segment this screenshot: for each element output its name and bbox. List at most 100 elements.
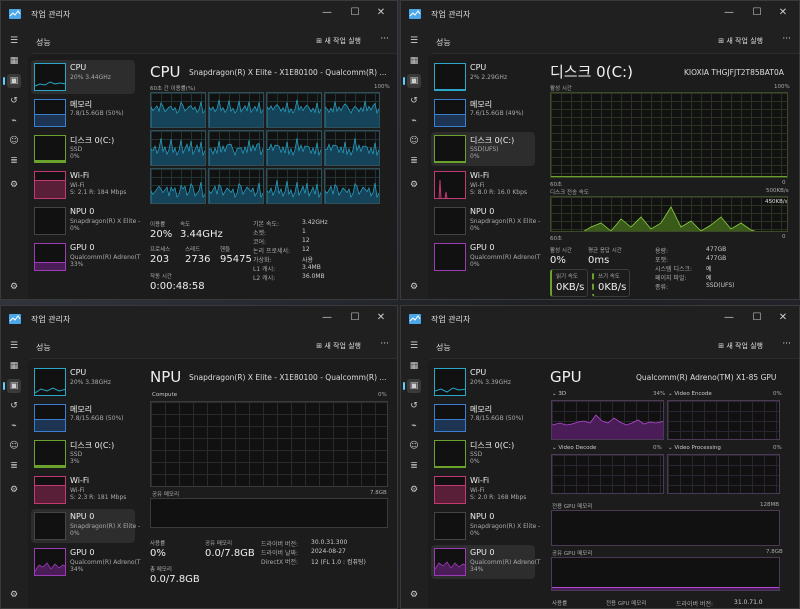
- minimize-button[interactable]: —: [724, 7, 734, 18]
- run-new-task-button[interactable]: ⊞ 새 작업 실행: [316, 342, 361, 350]
- maximize-button[interactable]: ☐: [350, 7, 360, 18]
- processes-icon[interactable]: ▦: [409, 56, 419, 66]
- startup-apps-icon[interactable]: ⌁: [11, 116, 17, 126]
- performance-icon[interactable]: ▣: [403, 74, 421, 88]
- wifi-thumbnail-graph: [34, 171, 66, 199]
- services-icon[interactable]: ⚙: [9, 180, 19, 190]
- hamburger-menu-icon[interactable]: ☰: [9, 341, 19, 351]
- maximize-button[interactable]: ☐: [752, 312, 762, 323]
- performance-icon[interactable]: ▣: [3, 379, 21, 393]
- services-icon[interactable]: ⚙: [409, 485, 419, 495]
- sidebar-item-gpu[interactable]: GPU 0 Qualcomm(R) Adreno(T 34%: [431, 545, 541, 579]
- performance-icon[interactable]: ▣: [3, 74, 21, 88]
- processes-icon[interactable]: ▦: [9, 361, 19, 371]
- sidebar-item-sub: Qualcomm(R) Adreno(T: [70, 559, 141, 566]
- processes-value: 203: [150, 254, 170, 265]
- sidebar-item-gpu[interactable]: GPU 0 Qualcomm(R) Adreno(T 34%: [31, 545, 141, 579]
- title-bar[interactable]: 작업 관리자 — ☐ ✕: [1, 1, 397, 28]
- users-icon[interactable]: ☺: [9, 441, 19, 451]
- processes-icon[interactable]: ▦: [409, 361, 419, 371]
- sidebar-item-sub: Qualcomm(R) Adreno(T: [70, 254, 141, 261]
- performance-icon[interactable]: ▣: [403, 379, 421, 393]
- sidebar-item-npu[interactable]: NPU 0 Snapdragon(R) X Elite - 0%: [431, 204, 540, 238]
- details-icon[interactable]: ≣: [10, 461, 18, 471]
- sidebar-item-disk[interactable]: 디스크 0(C:) SSD(UFS) 0%: [431, 132, 535, 166]
- sidebar-item-wifi[interactable]: Wi-Fi Wi-Fi S: 8.0 R: 16.0 Kbps: [431, 168, 535, 202]
- maximize-button[interactable]: ☐: [350, 312, 360, 323]
- hamburger-menu-icon[interactable]: ☰: [409, 341, 419, 351]
- hamburger-menu-icon[interactable]: ☰: [9, 36, 19, 46]
- sidebar-item-wifi[interactable]: Wi-Fi Wi-Fi S: 2.1 R: 184 Mbps: [31, 168, 135, 202]
- app-history-icon[interactable]: ↺: [410, 401, 418, 411]
- settings-icon[interactable]: ⚙: [409, 590, 419, 600]
- sidebar-item-npu[interactable]: NPU 0 Snapdragon(R) X Elite - 0%: [31, 204, 140, 238]
- gpu-model: Qualcomm(R) Adreno(TM) X1-85 GPU: [636, 373, 777, 382]
- sidebar-item-cpu[interactable]: CPU 2% 2.29GHz: [431, 60, 535, 94]
- settings-icon[interactable]: ⚙: [9, 590, 19, 600]
- sidebar-item-wifi[interactable]: Wi-Fi Wi-Fi S: 2.3 R: 181 Mbps: [31, 473, 135, 507]
- sidebar-item-value: 7.8/15.6GB (50%): [470, 415, 524, 422]
- sidebar-item-memory[interactable]: 메모리 7.8/15.6GB (50%): [31, 401, 135, 435]
- sidebar-item-value: 7.8/15.6GB (50%): [70, 415, 124, 422]
- sidebar-item-npu[interactable]: NPU 0 Snapdragon(R) X Elite - 0%: [31, 509, 140, 543]
- minimize-button[interactable]: —: [322, 312, 332, 323]
- app-history-icon[interactable]: ↺: [410, 96, 418, 106]
- sidebar-item-disk[interactable]: 디스크 0(C:) SSD 3%: [31, 437, 135, 471]
- users-icon[interactable]: ☺: [409, 441, 419, 451]
- sidebar-item-memory[interactable]: 메모리 7.8/15.6GB (50%): [431, 401, 535, 435]
- sidebar-item-sub: Snapdragon(R) X Elite -: [70, 523, 141, 530]
- details-icon[interactable]: ≣: [410, 461, 418, 471]
- startup-apps-icon[interactable]: ⌁: [411, 116, 417, 126]
- title-bar[interactable]: 작업 관리자 — ☐ ✕: [1, 306, 397, 333]
- settings-icon[interactable]: ⚙: [9, 282, 19, 292]
- sidebar-item-cpu[interactable]: CPU 20% 3.39GHz: [431, 365, 535, 399]
- sidebar-item-npu[interactable]: NPU 0 Snapdragon(R) X Elite - 0%: [431, 509, 540, 543]
- minimize-button[interactable]: —: [322, 7, 332, 18]
- details-icon[interactable]: ≣: [410, 156, 418, 166]
- close-button[interactable]: ✕: [778, 312, 788, 323]
- app-history-icon[interactable]: ↺: [10, 401, 18, 411]
- sidebar-item-wifi[interactable]: Wi-Fi Wi-Fi S: 2.0 R: 168 Mbps: [431, 473, 535, 507]
- more-options-button[interactable]: ···: [782, 34, 791, 44]
- run-new-task-button[interactable]: ⊞ 새 작업 실행: [718, 342, 763, 350]
- sidebar-item-memory[interactable]: 메모리 7.8/15.6GB (50%): [31, 96, 135, 130]
- sidebar-item-cpu[interactable]: CPU 20% 3.38GHz: [31, 365, 135, 399]
- startup-apps-icon[interactable]: ⌁: [411, 421, 417, 431]
- more-options-button[interactable]: ···: [380, 339, 389, 349]
- sidebar-item-gpu[interactable]: GPU 0 Qualcomm(R) Adreno(T 0%: [431, 240, 541, 274]
- nav-rail: ☰ ▦ ▣ ↺ ⌁ ☺ ≣ ⚙ ⚙: [1, 333, 28, 608]
- minimize-button[interactable]: —: [724, 312, 734, 323]
- spec-value: 3.4MB: [302, 264, 321, 271]
- panel-title: NPU: [150, 368, 182, 386]
- sidebar-item-value: 0%: [470, 458, 480, 465]
- processes-icon[interactable]: ▦: [9, 56, 19, 66]
- details-icon[interactable]: ≣: [10, 156, 18, 166]
- sidebar-item-disk[interactable]: 디스크 0(C:) SSD 0%: [31, 132, 135, 166]
- users-icon[interactable]: ☺: [409, 136, 419, 146]
- sidebar-item-disk[interactable]: 디스크 0(C:) SSD 0%: [431, 437, 535, 471]
- sidebar-item-gpu[interactable]: GPU 0 Qualcomm(R) Adreno(T 33%: [31, 240, 141, 274]
- services-icon[interactable]: ⚙: [409, 180, 419, 190]
- close-button[interactable]: ✕: [376, 312, 386, 323]
- sidebar-item-sub: Snapdragon(R) X Elite -: [70, 218, 141, 225]
- title-bar[interactable]: 작업 관리자 — ☐ ✕: [401, 306, 799, 333]
- sidebar-item-cpu[interactable]: CPU 20% 3.44GHz: [31, 60, 135, 94]
- hamburger-menu-icon[interactable]: ☰: [409, 36, 419, 46]
- sidebar-item-label: GPU 0: [70, 243, 95, 252]
- more-options-button[interactable]: ···: [380, 34, 389, 44]
- sidebar-item-memory[interactable]: 메모리 7.6/15.6GB (49%): [431, 96, 535, 130]
- services-icon[interactable]: ⚙: [9, 485, 19, 495]
- settings-icon[interactable]: ⚙: [409, 282, 419, 292]
- run-new-task-button[interactable]: ⊞ 새 작업 실행: [316, 37, 361, 45]
- users-icon[interactable]: ☺: [9, 136, 19, 146]
- app-history-icon[interactable]: ↺: [10, 96, 18, 106]
- maximize-button[interactable]: ☐: [752, 7, 762, 18]
- close-button[interactable]: ✕: [376, 7, 386, 18]
- more-options-button[interactable]: ···: [782, 339, 791, 349]
- close-button[interactable]: ✕: [778, 7, 788, 18]
- run-new-task-button[interactable]: ⊞ 새 작업 실행: [718, 37, 763, 45]
- engine-3d-graph: [551, 400, 664, 440]
- sidebar-item-label: Wi-Fi: [70, 476, 90, 485]
- title-bar[interactable]: 작업 관리자 — ☐ ✕: [401, 1, 799, 28]
- startup-apps-icon[interactable]: ⌁: [11, 421, 17, 431]
